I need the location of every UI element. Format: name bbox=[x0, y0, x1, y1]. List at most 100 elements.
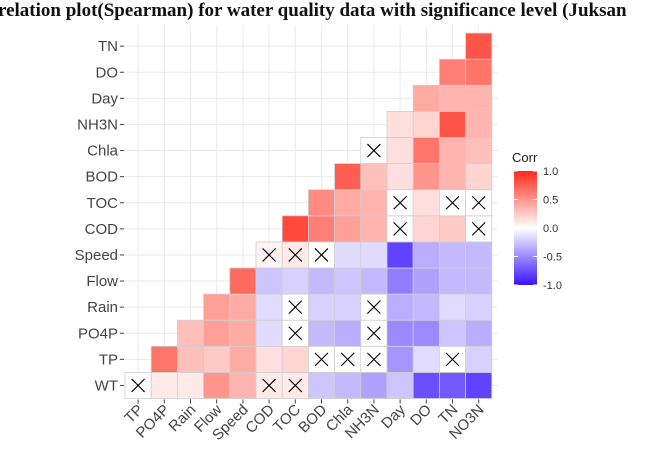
heatmap-cell bbox=[150, 345, 178, 373]
y-tick-label: PO4P bbox=[78, 325, 118, 342]
heatmap-cells bbox=[124, 32, 493, 399]
heatmap-cell bbox=[465, 371, 493, 399]
legend-tick-label: 0.5 bbox=[543, 195, 558, 207]
heatmap-cell bbox=[334, 163, 362, 191]
heatmap-cell bbox=[412, 241, 440, 269]
heatmap-cell bbox=[386, 111, 414, 138]
x-axis: TPPO4PRainFlowSpeedCODTOCBODChlaNH3NDayD… bbox=[121, 399, 488, 444]
heatmap-cell bbox=[438, 241, 466, 269]
legend-tick-label: 0.0 bbox=[543, 223, 558, 235]
heatmap-cell bbox=[465, 319, 493, 347]
x-tick-label: COD bbox=[242, 401, 278, 437]
heatmap-cell bbox=[150, 371, 178, 399]
heatmap-cell bbox=[465, 137, 493, 165]
heatmap-cell bbox=[386, 293, 414, 321]
heatmap-cell bbox=[412, 267, 440, 295]
cross-icon bbox=[445, 352, 460, 367]
cross-icon bbox=[288, 378, 303, 393]
legend: Corr 1.0 0.5 0.0 -0.5 -1.0 bbox=[512, 150, 562, 292]
heatmap-cell bbox=[360, 215, 388, 243]
heatmap-cell bbox=[307, 215, 335, 243]
heatmap-cell bbox=[438, 84, 466, 112]
heatmap-cell bbox=[412, 371, 440, 399]
heatmap-cell bbox=[386, 241, 414, 269]
heatmap-cell bbox=[412, 215, 440, 243]
heatmap-cell bbox=[412, 293, 440, 321]
heatmap-cell bbox=[412, 189, 440, 217]
legend-tick-label: -0.5 bbox=[543, 252, 562, 264]
cross-icon bbox=[288, 248, 303, 262]
y-tick-label: BOD bbox=[85, 169, 118, 186]
heatmap-cell bbox=[360, 163, 388, 191]
chart-title: relation plot(Spearman) for water qualit… bbox=[0, 0, 627, 21]
y-tick-label: DO bbox=[96, 64, 119, 81]
heatmap-cell bbox=[465, 293, 493, 321]
heatmap-cell bbox=[465, 84, 493, 112]
heatmap-cell bbox=[438, 215, 466, 243]
heatmap-cell bbox=[255, 345, 283, 373]
legend-tick-label: -1.0 bbox=[543, 280, 562, 292]
y-tick-label: TN bbox=[98, 38, 118, 55]
heatmap-cell bbox=[203, 345, 231, 373]
heatmap-cell bbox=[229, 345, 257, 373]
cross-icon bbox=[367, 326, 381, 341]
heatmap-cell bbox=[334, 371, 362, 399]
heatmap-cell bbox=[334, 319, 362, 347]
heatmap-cell bbox=[438, 163, 466, 191]
heatmap-cell bbox=[307, 293, 335, 321]
cross-icon bbox=[262, 248, 276, 262]
heatmap-cell bbox=[255, 293, 283, 321]
y-tick-label: Rain bbox=[87, 299, 118, 316]
heatmap-cell bbox=[203, 293, 231, 321]
heatmap-cell bbox=[438, 111, 466, 138]
cross-icon bbox=[288, 326, 303, 341]
y-axis: WT TP PO4P Rain Flow Speed COD TOC BOD Chla NH3N Da… bbox=[75, 38, 124, 394]
cross-icon bbox=[340, 352, 355, 367]
heatmap-cell bbox=[229, 267, 257, 295]
cross-icon bbox=[288, 300, 303, 315]
x-tick-label: TOC bbox=[270, 401, 304, 435]
heatmap-cell bbox=[255, 319, 283, 347]
heatmap-cell bbox=[360, 371, 388, 399]
heatmap-cell bbox=[465, 163, 493, 191]
cross-icon bbox=[367, 300, 381, 315]
legend-tick-label: 1.0 bbox=[543, 166, 558, 178]
heatmap-cell bbox=[176, 319, 204, 347]
heatmap-cell bbox=[281, 345, 309, 373]
heatmap-cell bbox=[360, 241, 388, 269]
heatmap-cell bbox=[438, 267, 466, 295]
heatmap-cell bbox=[334, 293, 362, 321]
legend-colorbar bbox=[514, 171, 537, 285]
cross-icon bbox=[471, 195, 486, 210]
y-tick-label: Flow bbox=[86, 273, 118, 290]
cross-icon bbox=[367, 352, 381, 367]
y-tick-label: TP bbox=[99, 351, 118, 368]
cross-icon bbox=[314, 352, 329, 367]
heatmap-cell bbox=[465, 32, 493, 60]
legend-title: Corr bbox=[512, 150, 538, 165]
heatmap-cell bbox=[412, 163, 440, 191]
cross-icon bbox=[393, 195, 407, 210]
heatmap-cell bbox=[386, 163, 414, 191]
heatmap-cell bbox=[281, 267, 309, 295]
x-tick-label: DO bbox=[407, 401, 435, 429]
heatmap-cell bbox=[438, 319, 466, 347]
heatmap-cell bbox=[203, 319, 231, 347]
y-tick-label: NH3N bbox=[77, 116, 118, 133]
cross-icon bbox=[445, 195, 460, 210]
cross-icon bbox=[471, 221, 486, 236]
heatmap-cell bbox=[281, 215, 309, 243]
heatmap-cell bbox=[465, 345, 493, 373]
heatmap-cell bbox=[386, 267, 414, 295]
heatmap-cell bbox=[229, 371, 257, 399]
heatmap-cell bbox=[386, 319, 414, 347]
heatmap-cell bbox=[176, 371, 204, 399]
heatmap-cell bbox=[412, 84, 440, 112]
heatmap-cell bbox=[438, 58, 466, 86]
heatmap-cell bbox=[307, 267, 335, 295]
heatmap-cell bbox=[334, 215, 362, 243]
heatmap-cell bbox=[438, 293, 466, 321]
heatmap-cell bbox=[334, 189, 362, 217]
heatmap-cell bbox=[465, 241, 493, 269]
